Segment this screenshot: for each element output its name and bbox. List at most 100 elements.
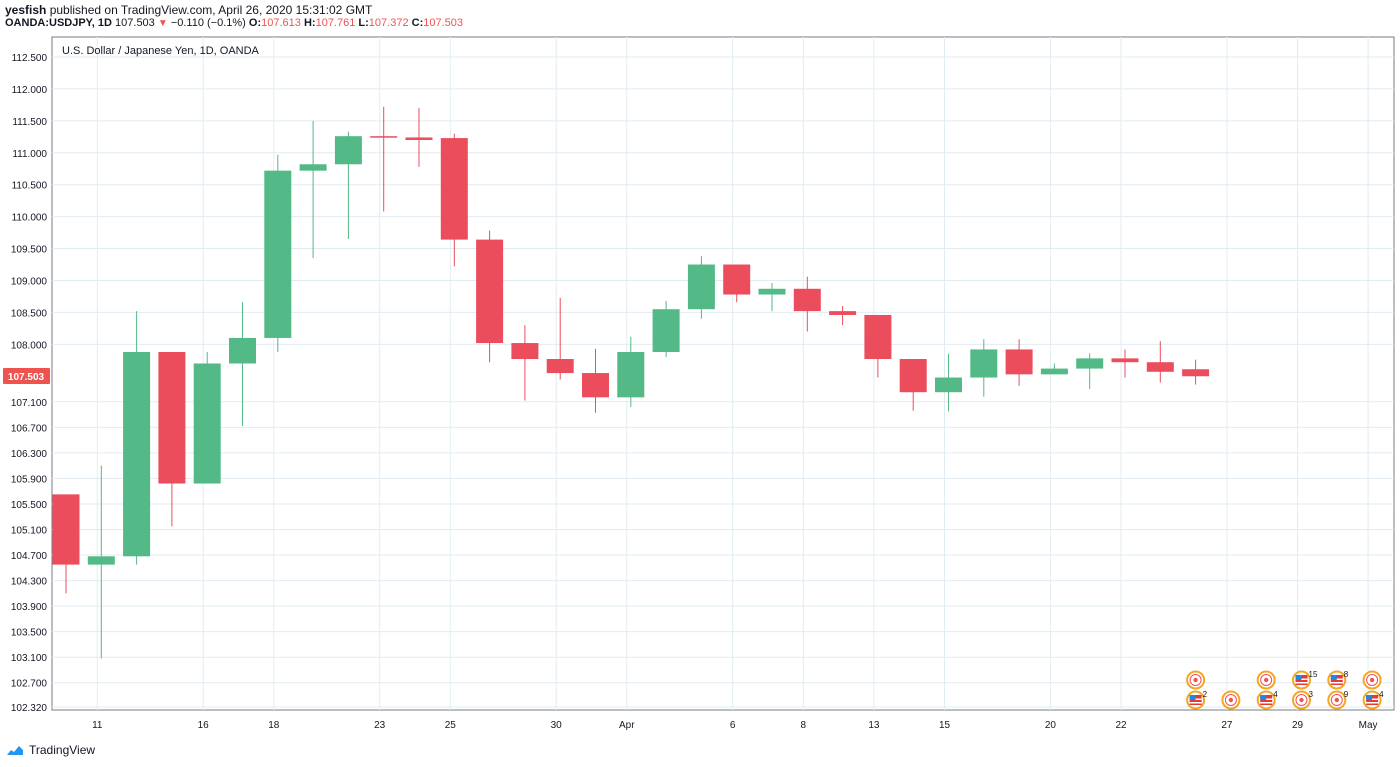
published-text: published on TradingView.com, April 26, … bbox=[49, 3, 373, 17]
low-label: L: bbox=[358, 17, 369, 29]
event-count-label: 8 bbox=[1344, 670, 1349, 679]
candle-body-down[interactable] bbox=[1111, 358, 1139, 363]
y-tick-label: 105.900 bbox=[11, 474, 48, 485]
candle-body-up[interactable] bbox=[193, 363, 221, 484]
us-flag-stripe bbox=[1366, 702, 1379, 704]
x-tick-label: 6 bbox=[730, 720, 736, 731]
candle-body-down[interactable] bbox=[899, 359, 927, 393]
event-dot-icon bbox=[1299, 697, 1304, 703]
candle-body-up[interactable] bbox=[123, 351, 151, 557]
candle-body-down[interactable] bbox=[546, 359, 574, 374]
last-price-label: 107.503 bbox=[8, 372, 45, 383]
candle-body-down[interactable] bbox=[511, 343, 539, 360]
y-tick-label: 103.900 bbox=[11, 602, 48, 613]
candle-body-down[interactable] bbox=[793, 288, 821, 312]
x-tick-label: 15 bbox=[939, 720, 951, 731]
candle-body-down[interactable] bbox=[864, 314, 892, 360]
candle-body-up[interactable] bbox=[1076, 358, 1104, 369]
candle-body-up[interactable] bbox=[758, 288, 786, 295]
tradingview-logo[interactable]: TradingView bbox=[5, 743, 95, 757]
us-flag-canton bbox=[1295, 675, 1302, 680]
candle-body-down[interactable] bbox=[440, 138, 468, 240]
event-count-label: 2 bbox=[1203, 690, 1208, 699]
candle-body-down[interactable] bbox=[370, 136, 398, 138]
price-change: −0.110 (−0.1%) bbox=[170, 17, 246, 29]
y-tick-label: 112.500 bbox=[12, 53, 48, 64]
y-tick-label: 110.000 bbox=[12, 213, 48, 224]
candle-body-up[interactable] bbox=[652, 309, 680, 352]
candle-body-down[interactable] bbox=[405, 137, 433, 141]
x-tick-label: 30 bbox=[551, 720, 563, 731]
candle-body-up[interactable] bbox=[229, 337, 256, 364]
candle-body-up[interactable] bbox=[935, 377, 962, 393]
candle-body-up[interactable] bbox=[334, 136, 362, 165]
x-tick-label: 18 bbox=[268, 720, 280, 731]
candle-body-down[interactable] bbox=[829, 311, 857, 315]
candle-body-down[interactable] bbox=[1146, 362, 1174, 372]
y-tick-label: 105.500 bbox=[11, 500, 48, 511]
x-tick-label: May bbox=[1359, 720, 1378, 731]
chart-title: U.S. Dollar / Japanese Yen, 1D, OANDA bbox=[62, 45, 260, 57]
event-dot-icon bbox=[1334, 697, 1340, 703]
candle-body-down[interactable] bbox=[52, 494, 80, 565]
down-arrow-icon: ▼ bbox=[157, 18, 168, 29]
publish-info: yesfish published on TradingView.com, Ap… bbox=[5, 3, 372, 17]
y-tick-label: 109.000 bbox=[11, 276, 48, 287]
candle-body-up[interactable] bbox=[687, 264, 715, 310]
event-dot-icon bbox=[1264, 677, 1269, 683]
x-tick-label: Apr bbox=[619, 720, 635, 731]
last-price: 107.503 bbox=[115, 17, 155, 29]
y-tick-label: 108.000 bbox=[11, 340, 48, 351]
us-flag-canton bbox=[1330, 675, 1337, 680]
event-dot-icon bbox=[1228, 697, 1234, 703]
event-dot-icon bbox=[1369, 677, 1375, 683]
y-tick-label: 103.100 bbox=[11, 653, 48, 664]
candle-body-up[interactable] bbox=[617, 351, 645, 398]
us-flag-stripe bbox=[1189, 702, 1202, 704]
x-tick-label: 23 bbox=[374, 720, 386, 731]
event-count-label: 9 bbox=[1344, 690, 1349, 699]
candle-body-up[interactable] bbox=[87, 556, 115, 565]
high-label: H: bbox=[303, 17, 316, 29]
us-flag-canton bbox=[1260, 695, 1267, 700]
event-count-label: 15 bbox=[1309, 670, 1318, 679]
y-tick-label: 111.500 bbox=[12, 117, 47, 128]
x-tick-label: 13 bbox=[868, 720, 880, 731]
event-count-label: 4 bbox=[1273, 690, 1278, 699]
y-tick-label: 112.000 bbox=[12, 85, 48, 96]
candle-body-down[interactable] bbox=[1005, 349, 1033, 375]
y-tick-label: 108.500 bbox=[11, 308, 48, 319]
plot-frame bbox=[51, 36, 1395, 711]
event-count-label: 3 bbox=[1309, 690, 1314, 699]
y-tick-label: 102.700 bbox=[11, 679, 48, 690]
open-label: O: bbox=[248, 17, 262, 29]
y-tick-label: 109.500 bbox=[11, 245, 48, 256]
candle-body-down[interactable] bbox=[723, 264, 751, 295]
candle-body-down[interactable] bbox=[582, 373, 609, 398]
us-flag-stripe bbox=[1295, 682, 1308, 684]
candle-body-up[interactable] bbox=[299, 164, 327, 171]
x-tick-label: 20 bbox=[1045, 720, 1057, 731]
candle-body-down[interactable] bbox=[1182, 369, 1210, 377]
x-tick-label: 22 bbox=[1115, 720, 1127, 731]
y-tick-label: 106.300 bbox=[11, 449, 48, 460]
candle-body-down[interactable] bbox=[158, 351, 186, 484]
y-tick-label: 104.300 bbox=[11, 577, 48, 588]
candle-body-up[interactable] bbox=[970, 349, 998, 378]
close-label: C: bbox=[411, 17, 424, 29]
x-tick-label: 11 bbox=[92, 720, 103, 731]
candle-body-up[interactable] bbox=[1040, 368, 1068, 375]
event-count-label: 4 bbox=[1379, 690, 1384, 699]
x-tick-label: 8 bbox=[801, 720, 807, 731]
candle-body-down[interactable] bbox=[476, 239, 504, 344]
us-flag-canton bbox=[1366, 695, 1373, 700]
footer-brand: TradingView bbox=[29, 743, 96, 757]
x-tick-label: 27 bbox=[1221, 720, 1233, 731]
candle-body-up[interactable] bbox=[264, 170, 292, 338]
close-value: 107.503 bbox=[423, 17, 463, 29]
x-tick-label: 29 bbox=[1292, 720, 1304, 731]
y-tick-label: 110.500 bbox=[12, 181, 48, 192]
author-name[interactable]: yesfish bbox=[5, 3, 47, 17]
us-flag-stripe bbox=[1330, 682, 1343, 684]
